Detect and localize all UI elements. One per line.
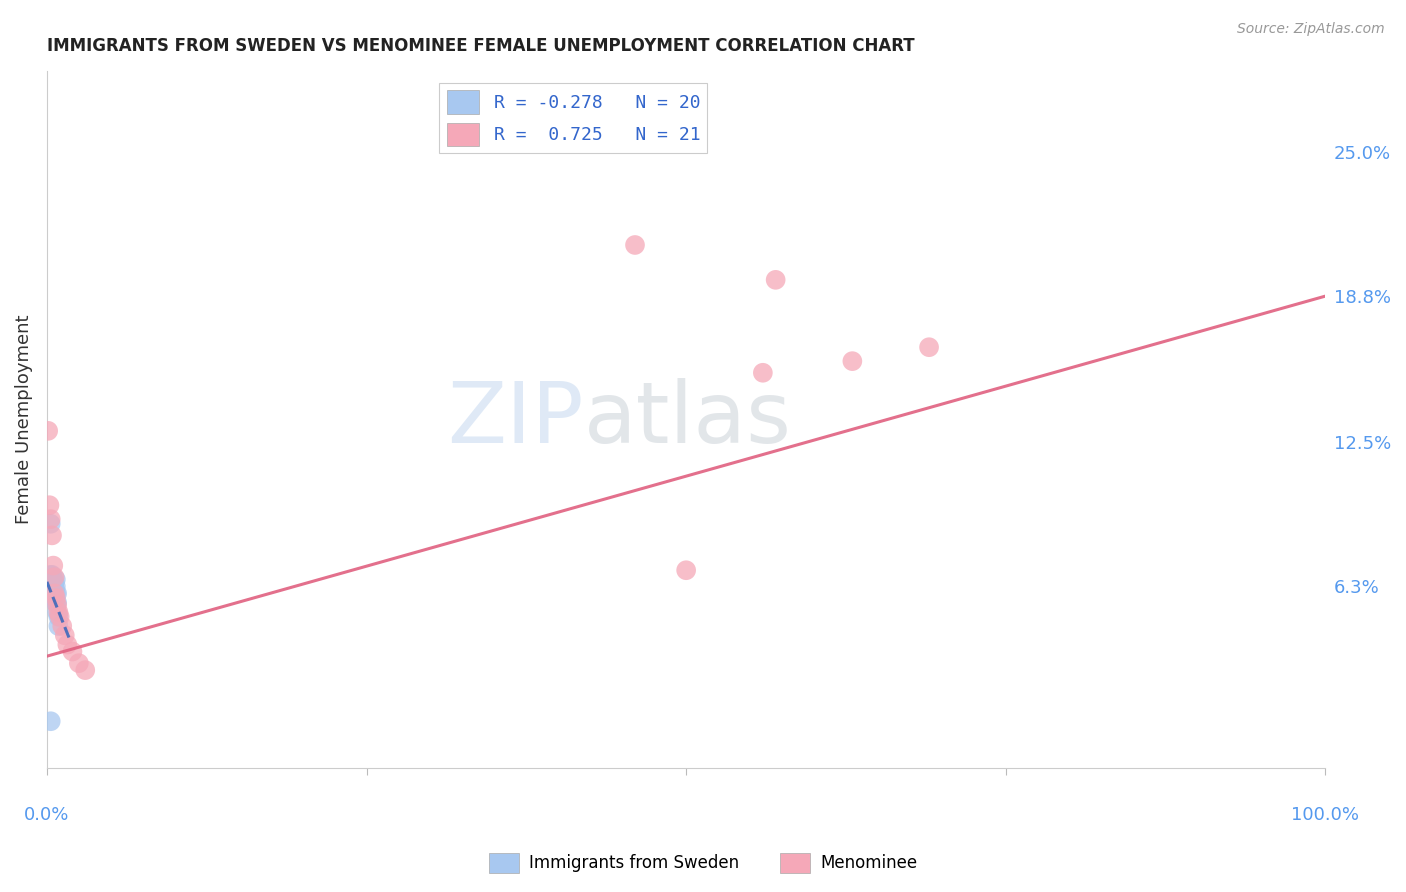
Point bbox=[45, 591, 67, 606]
Point bbox=[48, 605, 70, 619]
Point bbox=[48, 619, 70, 633]
Point bbox=[48, 609, 70, 624]
Point bbox=[45, 580, 67, 594]
Point bbox=[841, 354, 863, 368]
Point bbox=[46, 598, 69, 612]
Point bbox=[39, 577, 62, 591]
Point bbox=[39, 567, 62, 582]
Point bbox=[42, 558, 65, 573]
Legend: R = -0.278   N = 20, R =  0.725   N = 21: R = -0.278 N = 20, R = 0.725 N = 21 bbox=[440, 83, 707, 153]
Point bbox=[752, 366, 775, 380]
Point bbox=[42, 586, 65, 600]
Point bbox=[48, 609, 70, 624]
Point bbox=[41, 528, 63, 542]
Point bbox=[75, 663, 97, 677]
Point bbox=[765, 273, 787, 287]
Point bbox=[67, 656, 90, 670]
Point bbox=[45, 573, 67, 587]
Point bbox=[44, 574, 66, 589]
Point bbox=[51, 619, 73, 633]
Point bbox=[45, 596, 67, 610]
Point bbox=[42, 580, 65, 594]
Point bbox=[44, 591, 66, 606]
Point bbox=[39, 714, 62, 729]
Point bbox=[38, 498, 60, 512]
Point bbox=[39, 516, 62, 531]
Legend: Immigrants from Sweden, Menominee: Immigrants from Sweden, Menominee bbox=[482, 847, 924, 880]
Point bbox=[46, 596, 69, 610]
Text: IMMIGRANTS FROM SWEDEN VS MENOMINEE FEMALE UNEMPLOYMENT CORRELATION CHART: IMMIGRANTS FROM SWEDEN VS MENOMINEE FEMA… bbox=[46, 37, 914, 55]
Point bbox=[53, 628, 76, 642]
Point bbox=[39, 512, 62, 526]
Point bbox=[62, 644, 84, 658]
Point bbox=[624, 238, 647, 252]
Point bbox=[42, 574, 65, 589]
Text: atlas: atlas bbox=[583, 377, 792, 461]
Point bbox=[41, 567, 63, 582]
Y-axis label: Female Unemployment: Female Unemployment bbox=[15, 315, 32, 524]
Point bbox=[918, 340, 941, 354]
Point bbox=[56, 638, 79, 652]
Point bbox=[45, 586, 67, 600]
Point bbox=[46, 586, 69, 600]
Point bbox=[44, 586, 66, 600]
Point bbox=[675, 563, 697, 577]
Point bbox=[37, 424, 59, 438]
Text: 100.0%: 100.0% bbox=[1292, 806, 1360, 824]
Point bbox=[44, 582, 66, 596]
Text: ZIP: ZIP bbox=[447, 377, 583, 461]
Text: Source: ZipAtlas.com: Source: ZipAtlas.com bbox=[1237, 22, 1385, 37]
Point bbox=[46, 605, 69, 619]
Text: 0.0%: 0.0% bbox=[24, 806, 69, 824]
Point bbox=[44, 570, 66, 584]
